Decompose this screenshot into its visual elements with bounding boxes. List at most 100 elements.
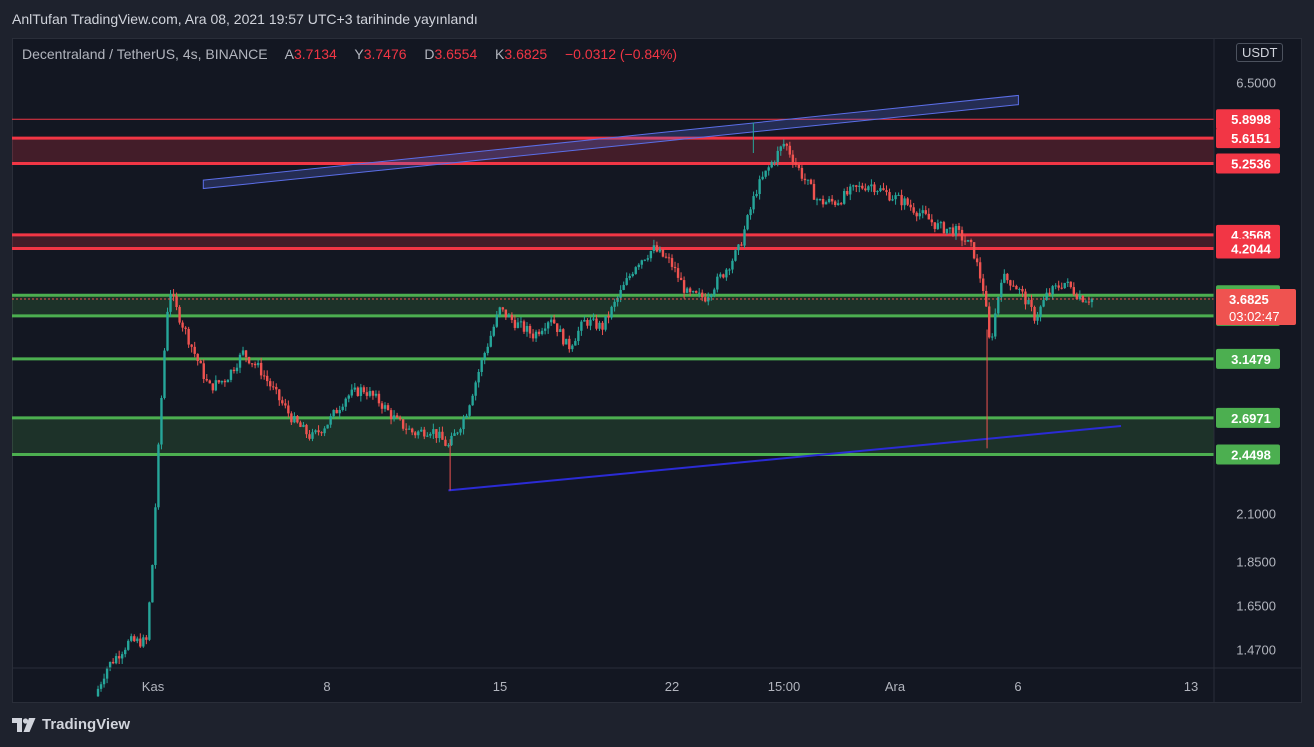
candle-body [1057,285,1060,288]
candle-body [417,431,420,436]
candle-body [483,353,486,360]
candle-body [1036,316,1039,321]
candle-body [269,381,272,387]
open-value: 3.7134 [294,46,337,62]
currency-unit-button[interactable]: USDT [1236,43,1284,62]
candle-body [864,188,867,191]
tradingview-brand[interactable]: TradingView [12,716,130,733]
candle-body [335,409,338,414]
candle-body [836,203,840,205]
resistance-badge: 5.6151 [1231,131,1271,146]
y-tick-label: 2.1000 [1236,506,1276,521]
candle-body [646,258,650,260]
candle-body [1090,298,1094,303]
candle-body [501,307,505,310]
zone-resistance [12,138,1214,164]
candle-body [740,244,743,246]
current-price-badge-bg [1216,289,1296,326]
candle-body [540,330,544,335]
footer: TradingView [0,703,1314,747]
candle-body [401,419,405,429]
resistance-badge-bg [1216,109,1280,130]
candle-body [302,424,305,427]
candle-body [1039,306,1042,317]
candle-body [1048,292,1051,295]
support-badge: 2.6971 [1231,411,1271,426]
candle-body [238,354,242,368]
candle-body [565,338,568,345]
candle-body [794,162,798,165]
candle-body [1063,282,1066,289]
candle-body [184,327,187,329]
candle-body [731,260,734,270]
candle-body [519,321,523,323]
high-value: 3.7476 [363,46,407,62]
support-trendline [448,425,1122,492]
low-value: 3.6554 [434,46,478,62]
chart-frame[interactable] [12,38,1302,703]
candle-body [580,321,583,331]
candle-body [991,336,994,338]
trend-channel [202,94,1019,190]
candle-body [951,227,955,236]
candle-body [549,319,553,323]
candle-body [395,415,399,418]
candle-body [1087,301,1091,303]
candle-body [459,429,462,433]
candle-body [873,184,876,193]
candle-body [948,227,952,229]
candle-body [317,430,320,433]
candle-body [655,245,659,252]
candle-body [589,319,592,326]
candle-body [770,162,773,168]
candle-body [843,191,846,204]
candle-body [701,292,704,298]
x-tick-label: 6 [1014,679,1021,694]
candle-body [676,268,680,278]
candle-body [362,387,366,393]
candle-body [1015,285,1018,290]
candle-body [444,439,447,446]
publish-line: AnlTufan TradingView.com, Ara 08, 2021 1… [12,11,478,27]
candle-body [1078,295,1082,299]
candle-body [963,240,967,242]
candle-body [900,194,903,206]
candle-body [631,273,634,276]
candle-body [694,291,698,293]
candle-body [543,328,547,331]
candle-body [199,360,202,364]
candle-body [1024,291,1027,305]
candle-body [105,668,109,679]
candle-body [172,294,175,297]
candle-body [311,432,314,439]
zone-resistance [12,234,1214,249]
candle-body [305,424,308,435]
candle-body [492,326,495,336]
candle-body [344,398,347,407]
candle-body [1060,287,1063,289]
candle-body [622,284,625,290]
candle-body [713,289,716,295]
candle-body [341,406,344,410]
candle-body [510,314,514,320]
candle-body [1003,273,1006,283]
symbol-name: Decentraland / TetherUS, 4s, BINANCE [22,46,268,62]
candle-body [187,328,190,345]
candle-body [568,338,571,350]
candle-body [326,424,329,429]
candle-body [392,415,396,419]
candle-body [997,297,1000,314]
candle-body [456,432,459,434]
candle-body [975,258,979,263]
candle-body [99,684,103,689]
candle-body [232,369,236,372]
candle-body [755,194,758,197]
resistance-badge: 5.2536 [1231,156,1271,171]
candle-body [583,320,586,322]
candle-body [157,444,160,508]
candle-body [939,222,943,224]
candle-body [169,294,172,312]
candle-body [806,179,810,181]
candle-body [429,433,432,436]
